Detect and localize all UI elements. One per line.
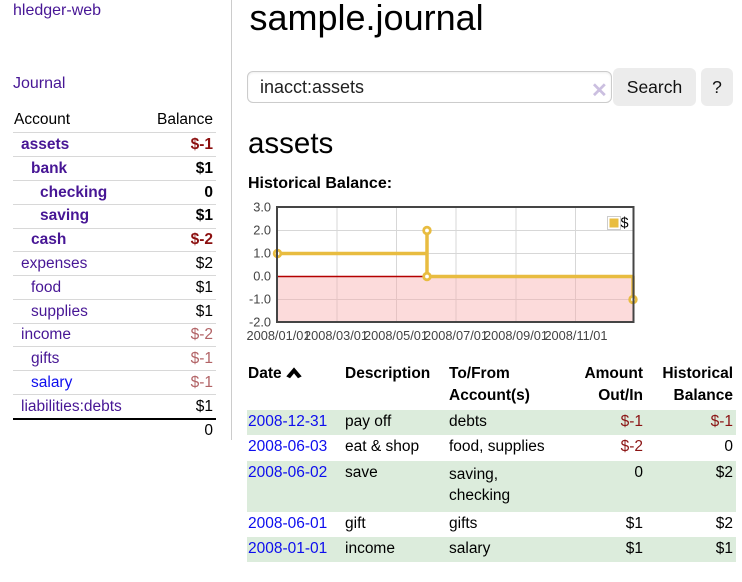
svg-text:2008/07/01: 2008/07/01: [424, 328, 488, 343]
svg-text:2008/05/01: 2008/05/01: [364, 328, 428, 343]
svg-text:$: $: [621, 216, 629, 232]
svg-text:2.0: 2.0: [253, 223, 271, 238]
svg-text:0.0: 0.0: [253, 269, 271, 284]
svg-text:2008/01/01: 2008/01/01: [246, 328, 310, 343]
svg-text:3.0: 3.0: [253, 200, 271, 215]
svg-text:2008/09/01: 2008/09/01: [484, 328, 548, 343]
svg-text:-2.0: -2.0: [249, 315, 271, 330]
svg-text:1.0: 1.0: [253, 246, 271, 261]
svg-text:2008/11/01: 2008/11/01: [544, 328, 607, 343]
svg-text:-1.0: -1.0: [249, 292, 271, 307]
svg-text:2008/03/01: 2008/03/01: [304, 328, 368, 343]
